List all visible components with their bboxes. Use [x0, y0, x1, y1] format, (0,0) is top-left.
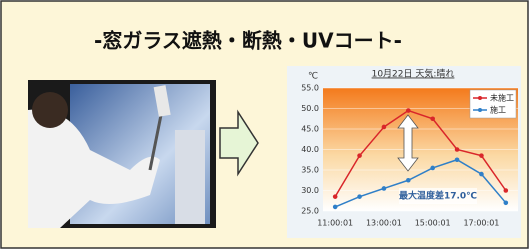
- page: -窓ガラス遮熱・断熱・UVコート- 10月22日 天気:晴れ ℃ 25.0 30.…: [0, 0, 529, 249]
- data-point: [504, 201, 509, 206]
- y-tick-label: 30.0: [301, 186, 319, 195]
- legend-marker: [478, 108, 482, 112]
- y-tick-label: 25.0: [301, 207, 319, 216]
- y-tick-label: 55.0: [301, 84, 319, 93]
- data-point: [430, 166, 435, 171]
- legend-label: 施工: [490, 105, 506, 115]
- data-point: [479, 172, 484, 177]
- data-point: [382, 125, 387, 130]
- data-point: [406, 178, 411, 183]
- data-point: [479, 153, 484, 158]
- data-point: [333, 205, 338, 210]
- photo: [28, 80, 216, 228]
- x-tick-label: 15:00:01: [415, 219, 451, 228]
- data-point: [333, 194, 338, 199]
- legend-marker: [478, 96, 482, 100]
- annotation: 最大温度差17.0℃: [399, 190, 477, 202]
- data-point: [357, 194, 362, 199]
- data-point: [455, 147, 460, 152]
- legend-label: 未施工: [490, 93, 514, 103]
- y-tick-label: 35.0: [301, 166, 319, 175]
- data-point: [406, 108, 411, 113]
- chart-title: 10月22日 天気:晴れ: [372, 68, 455, 80]
- y-tick-label: 50.0: [301, 104, 319, 113]
- y-tick-label: 45.0: [301, 125, 319, 134]
- x-tick-label: 17:00:01: [463, 219, 499, 228]
- data-point: [504, 188, 509, 193]
- data-point: [382, 186, 387, 191]
- y-tick-label: 40.0: [301, 145, 319, 154]
- data-point: [357, 153, 362, 158]
- data-point: [430, 116, 435, 121]
- page-title: -窓ガラス遮熱・断熱・UVコート-: [94, 29, 402, 53]
- data-point: [455, 157, 460, 162]
- x-tick-label: 13:00:01: [366, 219, 402, 228]
- x-tick-label: 11:00:01: [317, 219, 353, 228]
- y-axis-label: ℃: [308, 72, 318, 82]
